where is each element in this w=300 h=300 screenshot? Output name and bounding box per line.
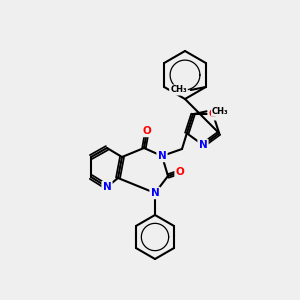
Text: CH₃: CH₃ [212, 107, 229, 116]
Text: O: O [208, 109, 217, 119]
Text: N: N [158, 151, 166, 161]
Text: O: O [142, 126, 152, 136]
Text: N: N [151, 188, 159, 198]
Text: N: N [199, 140, 207, 150]
Text: CH₃: CH₃ [170, 85, 187, 94]
Text: N: N [103, 182, 111, 192]
Text: O: O [176, 167, 184, 177]
